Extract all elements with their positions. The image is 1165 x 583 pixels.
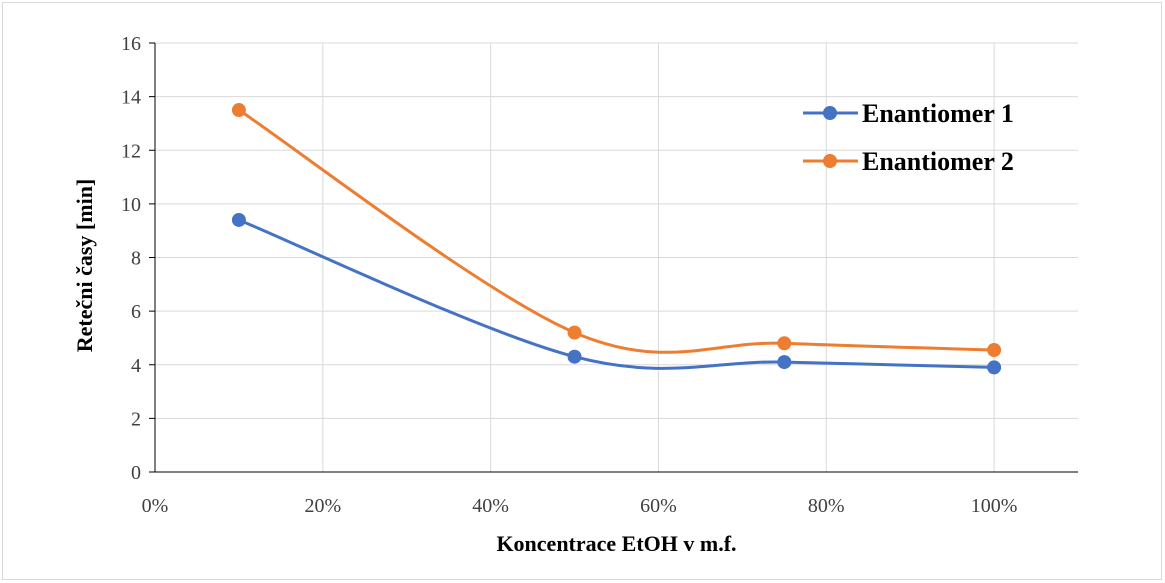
data-point (567, 349, 582, 364)
y-tick-label: 4 (131, 355, 141, 377)
data-point (231, 212, 246, 227)
legend-marker (823, 106, 837, 120)
axes (149, 42, 1078, 473)
series-line-2 (238, 108, 995, 354)
y-tick-label: 12 (121, 140, 141, 162)
legend-marker (823, 154, 837, 168)
gridlines (155, 42, 1078, 472)
y-tick-label: 2 (131, 408, 141, 430)
y-tick-label: 8 (131, 248, 141, 270)
data-point (987, 343, 1002, 358)
series-points (231, 103, 1002, 375)
x-axis-title: Koncentrace EtOH v m.f. (496, 531, 736, 556)
y-tick-label: 14 (121, 87, 141, 109)
series-lines (238, 108, 995, 370)
legend-label: Enantiomer 2 (862, 147, 1014, 176)
data-point (987, 360, 1002, 375)
x-tick-label: 60% (640, 495, 677, 517)
y-tick-labels: 0 2 4 6 8 10 12 14 16 (121, 33, 141, 484)
legend-label: Enantiomer 1 (862, 99, 1014, 128)
series-line-1 (238, 218, 995, 370)
x-tick-label: 100% (971, 495, 1018, 517)
y-tick-label: 6 (131, 301, 141, 323)
y-tick-label: 0 (131, 462, 141, 484)
x-tick-label: 80% (808, 495, 845, 517)
data-point (777, 355, 792, 370)
x-tick-labels: 0% 20% 40% 60% 80% 100% (142, 495, 1018, 517)
data-point (231, 103, 246, 118)
x-tick-label: 40% (472, 495, 509, 517)
y-tick-label: 16 (121, 33, 141, 55)
y-tick-label: 10 (121, 194, 141, 216)
x-tick-label: 20% (304, 495, 341, 517)
x-tick-label: 0% (142, 495, 169, 517)
data-point (567, 325, 582, 340)
legend: Enantiomer 1 Enantiomer 2 (803, 99, 1014, 176)
data-point (777, 336, 792, 351)
y-axis-title: Retečni časy [min] (72, 179, 97, 353)
